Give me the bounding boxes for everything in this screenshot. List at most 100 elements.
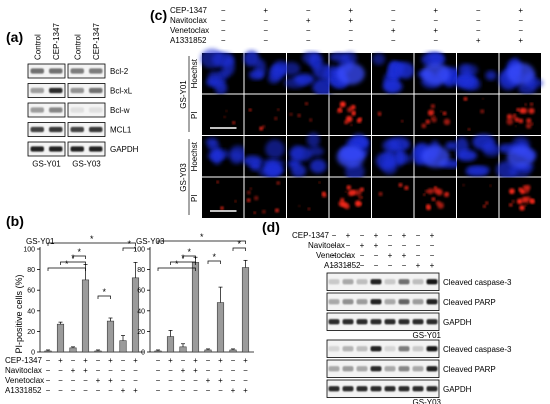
sig-bracket xyxy=(97,295,111,299)
bar xyxy=(106,320,115,353)
treatment-mark: − xyxy=(96,356,101,365)
pi-tile xyxy=(287,177,329,218)
treatment-mark: − xyxy=(388,241,393,250)
sig-bracket xyxy=(157,240,246,244)
treatment-mark: − xyxy=(83,386,88,395)
y-tick-label: 0 xyxy=(31,350,35,357)
band xyxy=(398,299,410,305)
sig-bracket xyxy=(72,255,86,259)
treatment-mark: − xyxy=(416,241,421,250)
pi-spot xyxy=(489,184,492,187)
band xyxy=(384,299,396,305)
treatment-mark: − xyxy=(58,386,63,395)
row-label: CEP-1347 xyxy=(170,6,207,15)
treatment-mark: + xyxy=(416,261,421,270)
nucleus xyxy=(428,53,444,64)
pi-spot xyxy=(443,191,450,198)
blot-box xyxy=(67,141,106,157)
pi-spot xyxy=(307,207,311,211)
tile-bg xyxy=(414,177,456,218)
sig-bracket xyxy=(47,242,136,246)
sig-star: * xyxy=(90,234,94,244)
pi-spot xyxy=(377,111,382,116)
bar xyxy=(94,350,102,353)
row-label: Navitoclax xyxy=(5,366,42,375)
pi-spot xyxy=(509,203,513,207)
treatment-mark: − xyxy=(518,16,523,25)
treatment-mark: + xyxy=(168,356,173,365)
hoechst-tile xyxy=(202,136,247,177)
treatment-mark: − xyxy=(108,386,113,395)
nucleus xyxy=(207,71,220,87)
treatment-mark: + xyxy=(243,356,248,365)
pi-spot xyxy=(463,97,468,101)
treatment-mark: − xyxy=(231,376,236,385)
protein-label: Bcl-2 xyxy=(110,67,129,76)
y-tick-label: 40 xyxy=(137,308,145,315)
panel-d-label: (d) xyxy=(262,219,280,235)
treatment-mark: + xyxy=(388,251,393,260)
band xyxy=(30,126,44,133)
nucleus xyxy=(382,139,400,153)
treatment-mark: − xyxy=(360,261,365,270)
treatment-mark: − xyxy=(348,26,353,35)
pi-spot xyxy=(358,117,362,121)
pi-spot xyxy=(506,114,513,120)
treatment-mark: + xyxy=(433,6,438,15)
band xyxy=(398,386,410,392)
band xyxy=(89,87,103,94)
treatment-mark: − xyxy=(46,356,51,365)
treatment-mark: − xyxy=(263,36,268,45)
band xyxy=(342,366,354,372)
treatment-mark: − xyxy=(156,356,161,365)
pi-spot xyxy=(345,190,347,193)
blot-box xyxy=(326,359,440,378)
treatment-mark: + xyxy=(181,366,186,375)
lane-header: Control xyxy=(73,34,82,60)
pi-spot xyxy=(435,188,443,196)
y-tick-label: 20 xyxy=(27,329,35,336)
treatment-mark: − xyxy=(231,366,236,375)
hoechst-tile xyxy=(414,52,462,94)
tile-bg xyxy=(202,177,244,218)
lane-header: Control xyxy=(33,34,42,60)
y-tick-label: 0 xyxy=(141,350,145,357)
band xyxy=(328,319,340,325)
treatment-mark: − xyxy=(332,231,337,240)
band xyxy=(412,299,424,305)
pi-spot xyxy=(262,125,265,128)
panel-b-label: (b) xyxy=(6,213,24,229)
treatment-mark: − xyxy=(108,366,113,375)
band xyxy=(342,279,354,285)
treatment-mark: + xyxy=(518,36,523,45)
pi-spot xyxy=(519,107,526,114)
pi-spot xyxy=(345,115,353,123)
nucleus xyxy=(222,56,235,77)
bar xyxy=(154,350,162,353)
pi-spot xyxy=(442,111,447,116)
pi-tile xyxy=(372,177,414,218)
tile-bg xyxy=(244,94,286,135)
band xyxy=(412,386,424,392)
treatment-mark: − xyxy=(206,366,211,375)
treatment-mark: + xyxy=(83,366,88,375)
pi-spot xyxy=(529,102,534,106)
nucleus xyxy=(243,50,260,67)
pi-spot xyxy=(289,112,293,116)
tile-bg xyxy=(287,177,329,218)
protein-label: GAPDH xyxy=(443,318,472,327)
sig-bracket xyxy=(182,255,196,259)
treatment-mark: + xyxy=(96,376,101,385)
protein-label: GAPDH xyxy=(110,145,139,154)
band xyxy=(328,279,340,285)
nucleus xyxy=(329,52,349,62)
pi-spot xyxy=(297,113,301,118)
treatment-mark: − xyxy=(221,26,226,35)
bar xyxy=(81,279,90,353)
treatment-mark: + xyxy=(306,16,311,25)
tile-bg xyxy=(499,177,541,218)
pi-spot xyxy=(514,117,520,122)
treatment-mark: − xyxy=(156,376,161,385)
treatment-mark: + xyxy=(108,356,113,365)
